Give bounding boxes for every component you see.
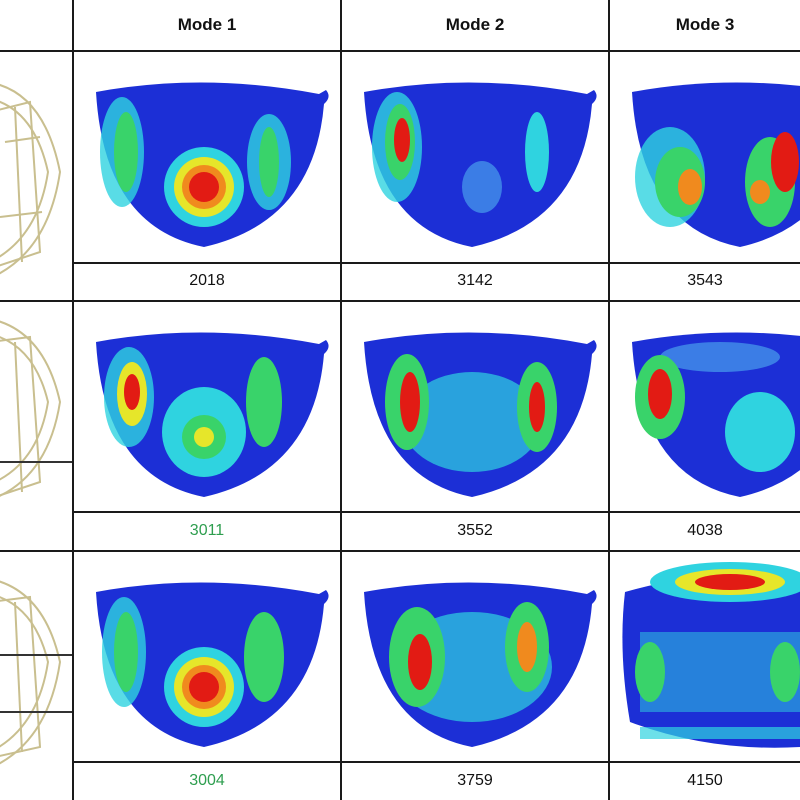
value-row-3-mode-1: 3004 [189,772,225,789]
header-mode-3: Mode 3 [675,15,735,34]
design-sketch-row-2 [0,302,72,508]
header-mode-1: Mode 1 [177,15,237,34]
header-empty-cell [0,0,72,50]
value-row-1-mode-3: 3543 [687,272,723,289]
grid-line [0,50,800,52]
contour-plot-row-2-mode-2 [342,302,608,512]
grid-line [74,511,800,513]
value-row-2-mode-3: 4038 [687,522,723,539]
contour-plot-row-1-mode-2 [342,52,608,262]
value-row-1-mode-1: 2018 [189,272,225,289]
contour-plot-row-1-mode-3 [610,52,800,262]
value-row-3-mode-2: 3759 [457,772,493,789]
value-row-2-mode-2: 3552 [457,522,493,539]
contour-plot-row-2-mode-3 [610,302,800,512]
design-sketch-row-1 [0,52,72,298]
contour-plot-row-3-mode-1 [74,552,340,762]
grid-line [340,0,342,800]
grid-line [72,0,74,800]
grid-line [608,0,610,800]
contour-plot-row-3-mode-2 [342,552,608,762]
header-mode-2: Mode 2 [445,15,505,34]
contour-plot-row-3-mode-3 [610,552,800,762]
value-row-1-mode-2: 3142 [457,272,493,289]
grid-line [0,300,800,302]
grid-line [0,550,800,552]
contour-plot-row-2-mode-1 [74,302,340,512]
design-sketch-row-3 [0,552,72,800]
contour-plot-row-1-mode-1 [74,52,340,262]
grid-line [74,761,800,763]
value-row-2-mode-1: 3011 [189,522,225,539]
grid-line [74,262,800,264]
value-row-3-mode-3: 4150 [687,772,723,789]
